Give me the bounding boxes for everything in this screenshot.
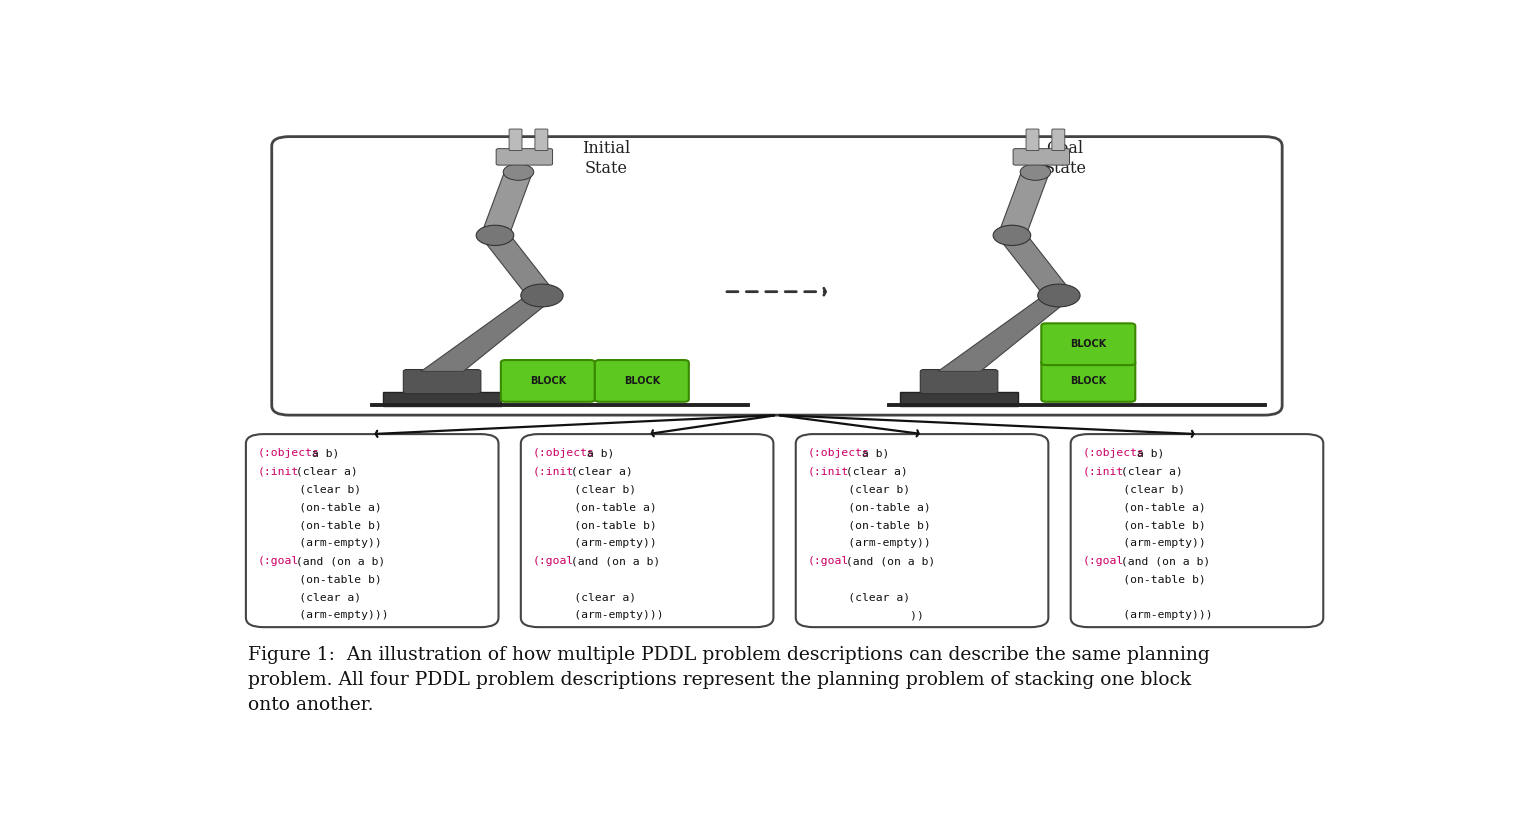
Text: (clear a): (clear a) xyxy=(808,593,911,603)
Circle shape xyxy=(1020,164,1051,180)
Text: a b): a b) xyxy=(581,448,614,458)
Text: (arm-empty)): (arm-empty)) xyxy=(258,538,382,548)
Polygon shape xyxy=(938,295,1075,372)
Text: (:objects: (:objects xyxy=(808,448,869,458)
Text: (on-table b): (on-table b) xyxy=(258,575,382,584)
Text: (arm-empty))): (arm-empty))) xyxy=(258,611,388,621)
Text: (:init: (:init xyxy=(532,466,575,476)
FancyBboxPatch shape xyxy=(1041,323,1135,365)
Text: (on-table b): (on-table b) xyxy=(532,520,656,530)
FancyBboxPatch shape xyxy=(1052,129,1064,150)
Polygon shape xyxy=(481,172,532,235)
FancyBboxPatch shape xyxy=(384,392,500,405)
FancyBboxPatch shape xyxy=(796,434,1049,627)
Text: (clear b): (clear b) xyxy=(532,484,635,494)
Text: BLOCK: BLOCK xyxy=(1070,376,1107,386)
Text: (:init: (:init xyxy=(808,466,849,476)
Text: (arm-empty))): (arm-empty))) xyxy=(1082,611,1213,621)
Text: (clear b): (clear b) xyxy=(1082,484,1186,494)
FancyBboxPatch shape xyxy=(246,434,499,627)
FancyBboxPatch shape xyxy=(271,136,1283,415)
Circle shape xyxy=(503,164,534,180)
Text: (on-table b): (on-table b) xyxy=(258,520,382,530)
FancyBboxPatch shape xyxy=(594,360,688,402)
Text: a b): a b) xyxy=(305,448,340,458)
Text: (:init: (:init xyxy=(258,466,299,476)
FancyBboxPatch shape xyxy=(522,434,773,627)
Text: (on-table a): (on-table a) xyxy=(532,502,656,512)
FancyBboxPatch shape xyxy=(500,360,594,402)
Text: (arm-empty))): (arm-empty))) xyxy=(532,611,662,621)
Circle shape xyxy=(1038,284,1079,307)
Text: (:goal: (:goal xyxy=(808,556,849,566)
Text: (arm-empty)): (arm-empty)) xyxy=(1082,538,1207,548)
Text: (and (on a b): (and (on a b) xyxy=(290,556,385,566)
Circle shape xyxy=(993,225,1031,246)
Text: a b): a b) xyxy=(855,448,890,458)
FancyBboxPatch shape xyxy=(1026,129,1038,150)
Text: (clear a): (clear a) xyxy=(290,466,358,476)
FancyBboxPatch shape xyxy=(901,392,1017,405)
Text: (and (on a b): (and (on a b) xyxy=(564,556,661,566)
Text: (clear b): (clear b) xyxy=(808,484,911,494)
Text: BLOCK: BLOCK xyxy=(529,376,565,386)
Text: (arm-empty)): (arm-empty)) xyxy=(808,538,931,548)
FancyBboxPatch shape xyxy=(1013,149,1069,165)
Text: (clear a): (clear a) xyxy=(532,593,635,603)
Text: (and (on a b): (and (on a b) xyxy=(1114,556,1210,566)
Text: (:goal: (:goal xyxy=(258,556,299,566)
Text: BLOCK: BLOCK xyxy=(1070,339,1107,349)
FancyBboxPatch shape xyxy=(403,370,481,394)
Text: (on-table b): (on-table b) xyxy=(808,520,931,530)
Text: (on-table a): (on-table a) xyxy=(258,502,382,512)
FancyBboxPatch shape xyxy=(1070,434,1323,627)
Text: a b): a b) xyxy=(1129,448,1164,458)
Text: (on-table a): (on-table a) xyxy=(808,502,931,512)
FancyBboxPatch shape xyxy=(496,149,552,165)
Polygon shape xyxy=(998,172,1049,235)
Text: (on-table a): (on-table a) xyxy=(1082,502,1207,512)
Text: (:objects: (:objects xyxy=(258,448,320,458)
Text: Initial
State: Initial State xyxy=(582,141,631,177)
FancyBboxPatch shape xyxy=(509,129,522,150)
Text: (clear a): (clear a) xyxy=(1114,466,1182,476)
Text: (:objects: (:objects xyxy=(1082,448,1145,458)
FancyBboxPatch shape xyxy=(920,370,998,394)
Text: (on-table b): (on-table b) xyxy=(1082,575,1207,584)
Circle shape xyxy=(522,284,562,307)
FancyBboxPatch shape xyxy=(535,129,547,150)
Text: (on-table b): (on-table b) xyxy=(1082,520,1207,530)
FancyBboxPatch shape xyxy=(1041,360,1135,402)
Text: (and (on a b): (and (on a b) xyxy=(840,556,935,566)
Text: (:goal: (:goal xyxy=(1082,556,1123,566)
Text: (clear a): (clear a) xyxy=(840,466,908,476)
Polygon shape xyxy=(996,235,1075,295)
Text: (:objects: (:objects xyxy=(532,448,594,458)
Text: Figure 1:  An illustration of how multiple PDDL problem descriptions can describ: Figure 1: An illustration of how multipl… xyxy=(249,646,1210,714)
Polygon shape xyxy=(421,295,558,372)
Text: (clear a): (clear a) xyxy=(258,593,361,603)
Text: (clear b): (clear b) xyxy=(258,484,361,494)
Text: (clear a): (clear a) xyxy=(564,466,634,476)
Text: (:goal: (:goal xyxy=(532,556,575,566)
Text: Goal
State: Goal State xyxy=(1043,141,1087,177)
Circle shape xyxy=(476,225,514,246)
Polygon shape xyxy=(479,235,558,295)
Text: )): )) xyxy=(808,611,925,621)
Text: (:init: (:init xyxy=(1082,466,1123,476)
Text: BLOCK: BLOCK xyxy=(623,376,659,386)
Text: (arm-empty)): (arm-empty)) xyxy=(532,538,656,548)
